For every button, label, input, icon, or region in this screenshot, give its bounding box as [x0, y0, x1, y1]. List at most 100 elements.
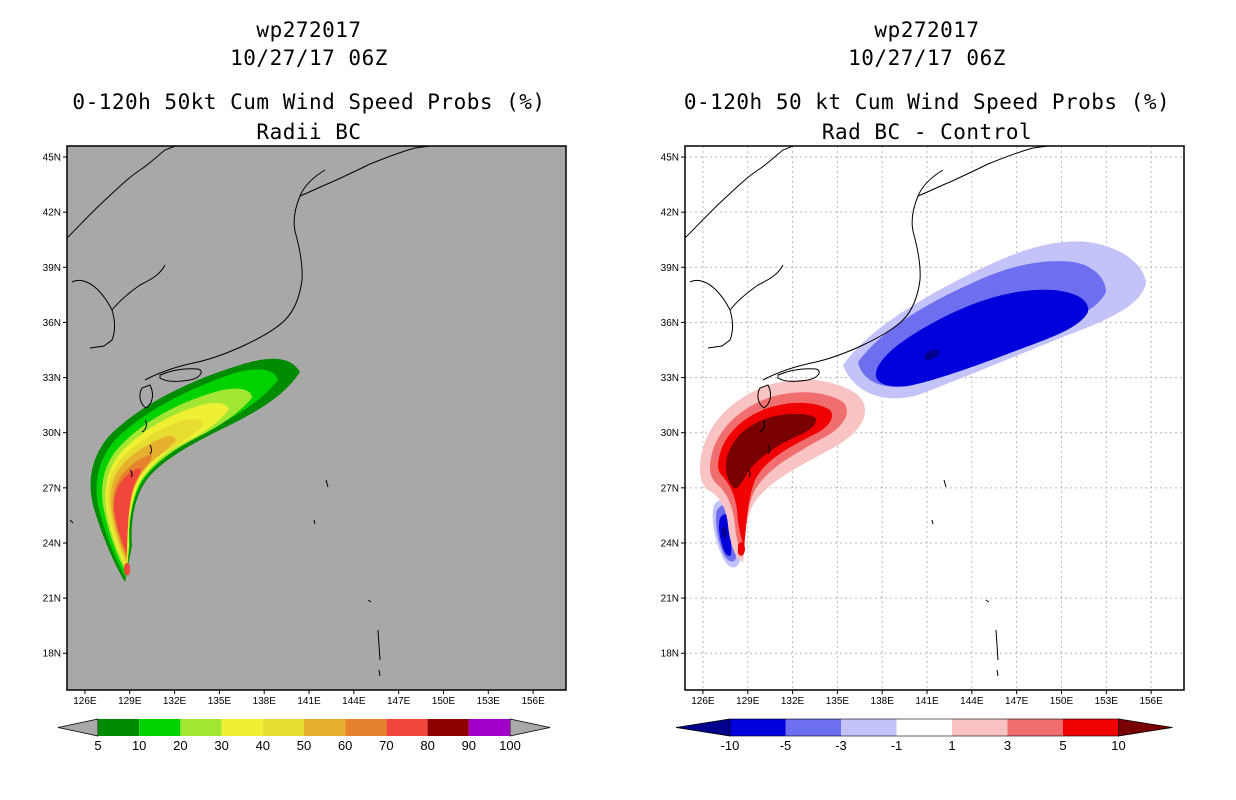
right-colorbar-label: 1 [948, 738, 955, 753]
left-contour-70 [113, 468, 141, 554]
left-colorbar-swatch [98, 719, 140, 736]
left-colorbar-label: 5 [94, 738, 101, 753]
right-lon-ticks: 126E 129E 132E 135E 138E 141E 144E 147E 150E 153E… [691, 690, 1163, 707]
left-map-frame [66, 145, 567, 691]
right-colorbar-outline [729, 718, 1119, 737]
left-lon-tick-label: 141E [297, 696, 321, 707]
left-colorbar-label: 90 [462, 738, 476, 753]
left-lon-tick-label: 138E [253, 696, 277, 707]
left-colorbar-label: 20 [173, 738, 187, 753]
right-colorbar-swatch [785, 719, 841, 736]
right-lon-tick-label: 153E [1095, 696, 1119, 707]
left-colorbar-low-end [57, 718, 99, 737]
right-lon-tick-label: 150E [1050, 696, 1074, 707]
right-lat-ticks: 45N 42N 39N 36N 33N 30N 27N 24N 21N 18N [661, 153, 685, 660]
left-contour-20 [102, 388, 252, 574]
right-lat-tick-label: 33N [661, 373, 679, 384]
right-colorbar-swatch [896, 719, 952, 736]
right-lon-tick-label: 135E [826, 696, 850, 707]
right-map-frame [684, 145, 1185, 691]
left-lat-ticks: 45N 42N 39N 36N 33N 30N 27N 24N 21N 18N [43, 153, 67, 660]
right-lon-tick-label: 156E [1139, 696, 1163, 707]
right-lat-tick-label: 36N [661, 318, 679, 329]
left-title-storm-id: wp272017 [256, 18, 362, 42]
right-colorbar-swatch [1007, 719, 1063, 736]
left-lat-tick-label: 39N [43, 263, 61, 274]
right-grid [685, 146, 1184, 690]
left-lon-tick-label: 132E [163, 696, 187, 707]
left-colorbar-swatch [427, 719, 469, 736]
left-colorbar-swatch [262, 719, 304, 736]
left-lon-tick-label: 126E [73, 696, 97, 707]
left-colorbar-label: 40 [256, 738, 270, 753]
left-title-sub: Radii BC [256, 120, 362, 144]
right-lon-tick-label: 147E [1005, 696, 1029, 707]
right-colorbar-low-end [675, 718, 731, 737]
right-lat-tick-label: 24N [661, 538, 679, 549]
right-colorbar-label: -10 [721, 738, 740, 753]
left-colorbar-label: 70 [379, 738, 393, 753]
right-title-sub: Rad BC - Control [821, 120, 1033, 144]
right-title-time: 10/27/17 06Z [848, 46, 1006, 70]
left-colorbar-swatch [139, 719, 181, 736]
left-lon-tick-label: 150E [432, 696, 456, 707]
left-colorbar-label: 50 [297, 738, 311, 753]
right-colorbar-label: 5 [1059, 738, 1066, 753]
right-colorbar-label: -1 [891, 738, 903, 753]
left-lat-tick-label: 33N [43, 373, 61, 384]
left-colorbar-swatch [468, 719, 510, 736]
left-lat-tick-label: 18N [43, 649, 61, 660]
right-contour-neg5-ne [875, 289, 1089, 387]
right-contour-pos5-tail [738, 542, 745, 556]
right-lat-tick-label: 42N [661, 208, 679, 219]
left-colorbar-label: 30 [214, 738, 228, 753]
right-lon-tick-label: 138E [871, 696, 895, 707]
left-lon-tick-label: 135E [208, 696, 232, 707]
right-lat-tick-label: 39N [661, 263, 679, 274]
left-lat-tick-label: 42N [43, 208, 61, 219]
left-lat-tick-label: 21N [43, 594, 61, 605]
left-contour-80 [123, 563, 131, 575]
left-lon-tick-label: 156E [521, 696, 545, 707]
left-contour-5 [90, 358, 300, 582]
left-title-time: 10/27/17 06Z [230, 46, 388, 70]
left-contour-30 [105, 402, 229, 570]
right-colorbar-label: 3 [1004, 738, 1011, 753]
right-colorbar-swatch [730, 719, 786, 736]
right-colorbar: -10 -5 -3 -1 1 3 5 10 [675, 718, 1173, 753]
right-lon-tick-label: 132E [781, 696, 805, 707]
right-lat-tick-label: 27N [661, 483, 679, 494]
left-panel: wp272017 10/27/17 06Z 0-120h 50kt Cum Wi… [43, 18, 567, 753]
right-lon-tick-label: 129E [736, 696, 760, 707]
right-panel: wp272017 10/27/17 06Z 0-120h 50 kt Cum W… [618, 0, 1236, 800]
right-title-main: 0-120h 50 kt Cum Wind Speed Probs (%) [683, 90, 1171, 114]
left-lon-ticks: 126E 129E 132E 135E 138E 141E 144E 147E 150E 153E… [73, 690, 545, 707]
left-lon-tick-label: 153E [477, 696, 501, 707]
left-colorbar-swatch [386, 719, 428, 736]
right-contour-pos10 [725, 413, 817, 489]
left-colorbar-swatch [180, 719, 222, 736]
left-lat-tick-label: 24N [43, 538, 61, 549]
left-colorbar-label: 80 [420, 738, 434, 753]
right-colorbar-label: -5 [780, 738, 792, 753]
right-coastlines [685, 146, 1049, 677]
right-contour-neg10-ne [924, 349, 940, 360]
right-colorbar-label: 10 [1111, 738, 1125, 753]
left-colorbar-label: 10 [132, 738, 146, 753]
left-title-main: 0-120h 50kt Cum Wind Speed Probs (%) [72, 90, 546, 114]
left-probability-contours [90, 358, 300, 582]
left-lon-tick-label: 144E [342, 696, 366, 707]
left-colorbar-high-end [509, 718, 551, 737]
right-colorbar-high-end [1118, 718, 1173, 737]
left-lon-tick-label: 129E [118, 696, 142, 707]
right-lat-tick-label: 21N [661, 594, 679, 605]
right-difference-contours [700, 241, 1146, 568]
left-colorbar-swatch [221, 719, 263, 736]
left-lat-tick-label: 36N [43, 318, 61, 329]
left-colorbar-label: 100 [499, 738, 521, 753]
left-colorbar-label: 60 [338, 738, 352, 753]
right-colorbar-label: -3 [835, 738, 847, 753]
right-colorbar-swatch [1063, 719, 1119, 736]
